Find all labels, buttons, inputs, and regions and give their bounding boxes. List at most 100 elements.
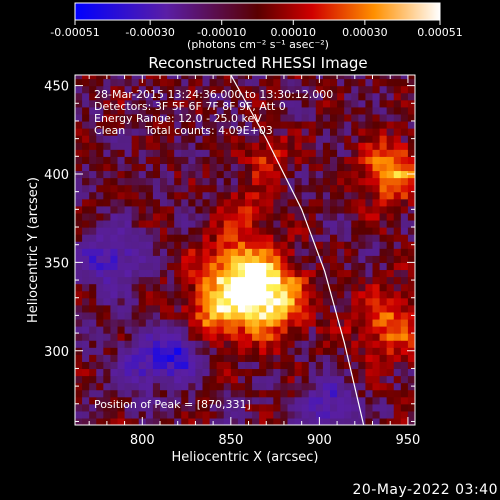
heatmap-cell — [209, 361, 218, 370]
heatmap-cell — [252, 212, 260, 221]
heatmap-cell — [315, 283, 324, 292]
heatmap-cell — [167, 396, 175, 405]
heatmap-cell — [110, 99, 119, 108]
heatmap-cell — [188, 92, 197, 101]
heatmap-cell — [358, 304, 367, 313]
heatmap-cell — [344, 410, 352, 419]
heatmap-cell — [273, 184, 282, 193]
heatmap-cell — [237, 191, 246, 200]
colorbar — [74, 2, 441, 21]
heatmap-cell — [266, 389, 274, 398]
heatmap-cell — [365, 149, 374, 157]
heatmap-cell — [216, 227, 225, 235]
heatmap-cell — [301, 170, 310, 179]
heatmap-cell — [372, 106, 381, 115]
heatmap-cell — [117, 205, 126, 214]
heatmap-cell — [195, 78, 204, 87]
heatmap-cell — [287, 113, 296, 122]
heatmap-cell — [337, 177, 345, 186]
heatmap-cell — [202, 75, 211, 80]
heatmap-cell — [365, 205, 374, 214]
heatmap-cell — [216, 297, 225, 306]
heatmap-cell — [400, 75, 409, 80]
heatmap-cell — [82, 403, 90, 412]
heatmap-cell — [167, 304, 175, 313]
heatmap-cell — [351, 156, 359, 164]
heatmap-cell — [138, 248, 147, 256]
heatmap-cell — [167, 403, 175, 412]
heatmap-cell — [167, 128, 175, 136]
heatmap-cell — [124, 396, 133, 405]
heatmap-cell — [386, 219, 395, 228]
heatmap-cell — [145, 99, 154, 108]
heatmap-cell — [386, 92, 395, 101]
heatmap-cell — [110, 205, 119, 214]
heatmap-cell — [82, 85, 90, 94]
heatmap-cell — [372, 396, 381, 405]
heatmap-cell — [138, 403, 147, 412]
heatmap-cell — [131, 333, 140, 341]
heatmap-cell — [82, 368, 90, 377]
heatmap-cell — [103, 318, 112, 327]
heatmap-cell — [344, 113, 352, 122]
heatmap-cell — [266, 297, 274, 306]
heatmap-cell — [301, 142, 310, 150]
heatmap-cell — [138, 156, 147, 164]
heatmap-cell — [160, 170, 168, 179]
heatmap-cell — [160, 417, 168, 425]
heatmap-cell — [96, 326, 104, 334]
heatmap-cell — [280, 135, 289, 143]
heatmap-cell — [280, 248, 289, 256]
heatmap-cell — [386, 389, 395, 398]
heatmap-cell — [138, 163, 147, 172]
heatmap-cell — [160, 205, 168, 214]
heatmap-cell — [209, 340, 218, 348]
heatmap-cell — [287, 177, 296, 186]
heatmap-cell — [259, 191, 267, 200]
heatmap-cell — [152, 142, 161, 150]
heatmap-cell — [386, 403, 395, 412]
heatmap-cell — [365, 417, 374, 425]
heatmap-cell — [266, 354, 274, 362]
heatmap-cell — [230, 361, 239, 370]
heatmap-cell — [96, 389, 104, 398]
heatmap-cell — [252, 304, 260, 313]
heatmap-cell — [195, 403, 204, 412]
heatmap-cell — [75, 234, 83, 242]
heatmap-cell — [273, 389, 282, 398]
heatmap-cell — [379, 403, 388, 412]
heatmap-cell — [301, 120, 310, 129]
heatmap-cell — [337, 403, 345, 412]
heatmap-cell — [287, 85, 296, 94]
heatmap-cell — [75, 304, 83, 313]
heatmap-cell — [75, 396, 83, 405]
heatmap-cell — [160, 85, 168, 94]
heatmap-cell — [301, 396, 310, 405]
heatmap-cell — [301, 333, 310, 341]
heatmap-cell — [96, 304, 104, 313]
heatmap-cell — [160, 304, 168, 313]
timestamp: 20-May-2022 03:40 — [352, 482, 498, 498]
heatmap-cell — [131, 290, 140, 299]
heatmap-cell — [237, 276, 246, 285]
heatmap-cell — [379, 234, 388, 242]
heatmap-cell — [393, 297, 402, 306]
heatmap-cell — [386, 318, 395, 327]
heatmap-cell — [308, 163, 317, 172]
heatmap-cell — [103, 262, 112, 271]
heatmap-cell — [152, 361, 161, 370]
heatmap-cell — [330, 170, 338, 179]
heatmap-cell — [89, 85, 97, 94]
heatmap-cell — [407, 361, 415, 370]
heatmap-cell — [124, 347, 133, 355]
heatmap-cell — [308, 170, 317, 179]
heatmap-cell — [393, 106, 402, 115]
heatmap-cell — [287, 354, 296, 362]
heatmap-cell — [393, 262, 402, 271]
heatmap-cell — [337, 375, 345, 384]
heatmap-cell — [372, 99, 381, 108]
heatmap-cell — [82, 234, 90, 242]
heatmap-cell — [138, 149, 147, 157]
heatmap-cell — [386, 326, 395, 334]
heatmap-cell — [202, 106, 211, 115]
